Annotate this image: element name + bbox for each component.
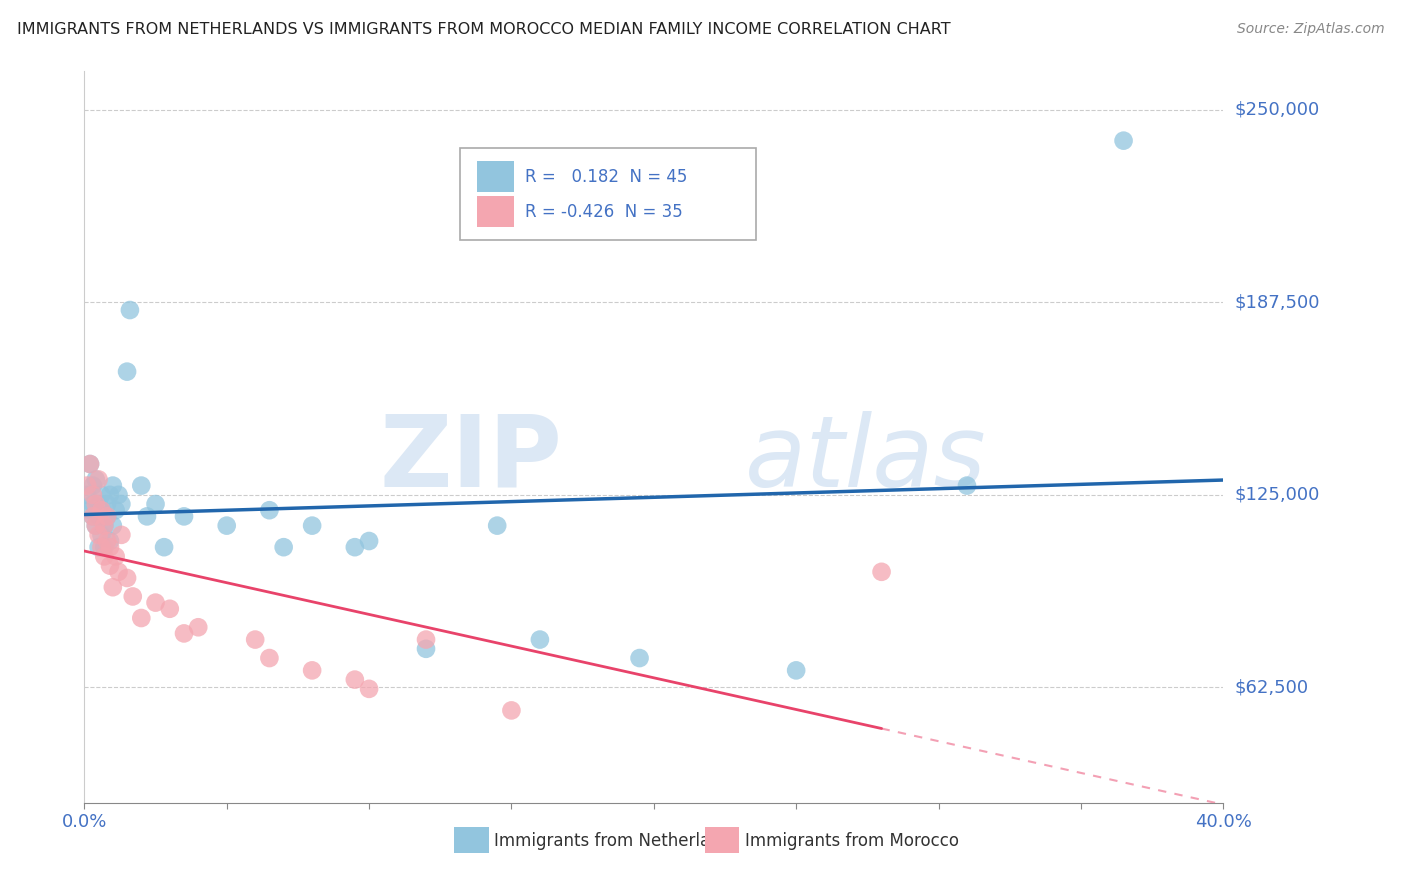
Text: atlas: atlas xyxy=(745,410,987,508)
Point xyxy=(259,651,281,665)
Point xyxy=(259,503,281,517)
FancyBboxPatch shape xyxy=(454,827,489,853)
Point xyxy=(98,534,121,549)
Text: ZIP: ZIP xyxy=(380,410,562,508)
Point xyxy=(90,503,112,517)
FancyBboxPatch shape xyxy=(460,148,756,240)
Point xyxy=(131,611,153,625)
Point xyxy=(359,681,381,696)
Point xyxy=(79,457,101,471)
Point xyxy=(121,590,143,604)
Text: Immigrants from Morocco: Immigrants from Morocco xyxy=(745,832,959,850)
Point xyxy=(101,580,124,594)
Point xyxy=(115,365,138,379)
Point xyxy=(159,601,181,615)
Text: IMMIGRANTS FROM NETHERLANDS VS IMMIGRANTS FROM MOROCCO MEDIAN FAMILY INCOME CORR: IMMIGRANTS FROM NETHERLANDS VS IMMIGRANT… xyxy=(17,22,950,37)
FancyBboxPatch shape xyxy=(477,161,513,192)
Point xyxy=(90,528,112,542)
Point xyxy=(82,478,104,492)
Point xyxy=(87,509,110,524)
Point xyxy=(90,488,112,502)
Point xyxy=(343,540,366,554)
Point xyxy=(415,632,437,647)
Point xyxy=(107,565,129,579)
Point xyxy=(84,518,107,533)
Point xyxy=(98,558,121,573)
Text: $62,500: $62,500 xyxy=(1234,678,1309,697)
Point xyxy=(101,518,124,533)
Point xyxy=(153,540,176,554)
Point xyxy=(76,478,98,492)
Point xyxy=(110,528,132,542)
Point xyxy=(501,703,523,717)
Point xyxy=(136,509,159,524)
Point xyxy=(628,651,651,665)
Point xyxy=(145,497,167,511)
Point xyxy=(87,540,110,554)
Point xyxy=(359,534,381,549)
Point xyxy=(785,664,807,678)
Point xyxy=(104,503,127,517)
Point xyxy=(84,472,107,486)
Point xyxy=(84,518,107,533)
Point xyxy=(82,509,104,524)
Text: $187,500: $187,500 xyxy=(1234,293,1320,311)
Point xyxy=(82,497,104,511)
Text: R = -0.426  N = 35: R = -0.426 N = 35 xyxy=(524,202,683,221)
Point xyxy=(245,632,267,647)
Point xyxy=(96,497,118,511)
Text: Immigrants from Netherlands: Immigrants from Netherlands xyxy=(495,832,740,850)
Point xyxy=(301,518,323,533)
Point xyxy=(84,497,107,511)
Point xyxy=(110,497,132,511)
Point xyxy=(82,509,104,524)
Point xyxy=(173,626,195,640)
Point xyxy=(486,518,509,533)
Point xyxy=(79,503,101,517)
Point xyxy=(870,565,893,579)
Point xyxy=(104,549,127,564)
Point xyxy=(173,509,195,524)
Point xyxy=(1112,134,1135,148)
Point xyxy=(145,596,167,610)
Text: R =   0.182  N = 45: R = 0.182 N = 45 xyxy=(524,168,688,186)
Point xyxy=(96,509,118,524)
Point xyxy=(96,509,118,524)
Text: $125,000: $125,000 xyxy=(1234,486,1320,504)
Point xyxy=(87,472,110,486)
Point xyxy=(301,664,323,678)
Point xyxy=(215,518,238,533)
Point xyxy=(90,503,112,517)
Point xyxy=(415,641,437,656)
Point xyxy=(98,540,121,554)
Point xyxy=(101,478,124,492)
Point xyxy=(98,488,121,502)
Point xyxy=(956,478,979,492)
Point xyxy=(115,571,138,585)
Point xyxy=(90,540,112,554)
Point xyxy=(76,488,98,502)
FancyBboxPatch shape xyxy=(477,196,513,227)
Point xyxy=(343,673,366,687)
Point xyxy=(529,632,551,647)
Point xyxy=(79,457,101,471)
Point xyxy=(82,488,104,502)
Point xyxy=(93,549,115,564)
Point xyxy=(93,540,115,554)
Point xyxy=(93,518,115,533)
Point xyxy=(118,303,141,318)
Point xyxy=(107,488,129,502)
FancyBboxPatch shape xyxy=(704,827,740,853)
Point xyxy=(273,540,295,554)
Text: Source: ZipAtlas.com: Source: ZipAtlas.com xyxy=(1237,22,1385,37)
Point xyxy=(131,478,153,492)
Point xyxy=(187,620,209,634)
Point xyxy=(93,518,115,533)
Point xyxy=(96,534,118,549)
Point xyxy=(87,528,110,542)
Text: $250,000: $250,000 xyxy=(1234,101,1320,119)
Point xyxy=(87,497,110,511)
